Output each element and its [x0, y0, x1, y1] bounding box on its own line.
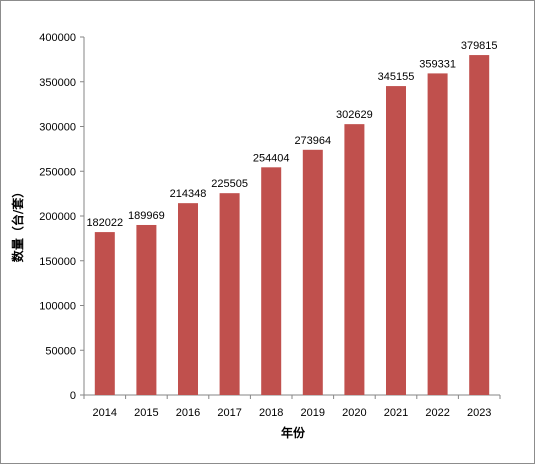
data-label-2022: 359331 — [419, 58, 456, 70]
data-label-2016: 214348 — [170, 188, 207, 200]
x-tick-label-2015: 2015 — [134, 407, 158, 419]
data-label-2020: 302629 — [336, 109, 373, 121]
x-tick-label-2021: 2021 — [384, 407, 408, 419]
bars — [94, 55, 490, 396]
data-label-2015: 189969 — [128, 210, 165, 222]
data-label-2018: 254404 — [253, 152, 290, 164]
x-tick-label-2020: 2020 — [342, 407, 366, 419]
y-tick-label: 50000 — [45, 345, 76, 357]
x-tick-label-2022: 2022 — [425, 407, 449, 419]
data-label-2017: 225505 — [211, 178, 248, 190]
bar-2015 — [136, 224, 157, 395]
y-axis-title: 数量（台/套） — [10, 186, 25, 262]
data-label-2023: 379815 — [461, 40, 498, 52]
x-tick-label-2014: 2014 — [93, 407, 117, 419]
y-tick-label: 150000 — [39, 256, 76, 268]
bar-2022 — [427, 73, 448, 396]
y-tick-label: 300000 — [39, 122, 76, 134]
x-tick-label-2019: 2019 — [301, 407, 325, 419]
bar-2021 — [386, 86, 406, 395]
bar-2019 — [302, 149, 323, 395]
tick-labels: 0 50000 100000 150000 200000 250000 300000 3500… — [39, 32, 491, 419]
x-axis-title: 年份 — [281, 425, 306, 440]
bar-2018 — [261, 167, 282, 395]
x-tick-label-2017: 2017 — [217, 407, 241, 419]
data-labels: 182022 189969 214348 225505 254404 273964 3026… — [86, 40, 497, 229]
bar-2016 — [178, 203, 198, 395]
data-label-2014: 182022 — [86, 217, 123, 229]
bar-2014 — [94, 232, 115, 395]
bar-2017 — [219, 193, 240, 395]
y-tick-label: 400000 — [39, 32, 76, 44]
y-tick-label: 350000 — [39, 77, 76, 89]
bar-2020 — [344, 124, 365, 396]
bar-2023 — [469, 55, 490, 395]
y-tick-label: 250000 — [39, 166, 76, 178]
data-label-2019: 273964 — [294, 135, 331, 147]
data-label-2021: 345155 — [378, 71, 415, 83]
y-tick-label: 100000 — [39, 301, 76, 313]
y-tick-label: 0 — [70, 390, 76, 402]
x-tick-label-2018: 2018 — [259, 407, 283, 419]
y-tick-label: 200000 — [39, 211, 76, 223]
x-tick-label-2023: 2023 — [467, 407, 491, 419]
x-tick-label-2016: 2016 — [176, 407, 200, 419]
